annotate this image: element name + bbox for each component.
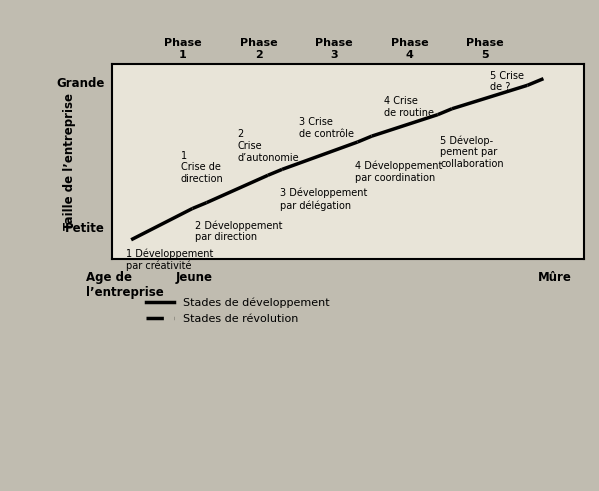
Text: 4 Développement
par coordination: 4 Développement par coordination — [355, 161, 443, 183]
Text: 2 Développement
par direction: 2 Développement par direction — [195, 220, 282, 243]
Text: Phase
3: Phase 3 — [315, 38, 353, 60]
Legend: Stades de développement, Stades de révolution: Stades de développement, Stades de révol… — [141, 293, 334, 328]
Text: 4 Crise
de routine: 4 Crise de routine — [383, 96, 434, 117]
Text: 5 Crise
de ?: 5 Crise de ? — [489, 71, 524, 92]
Text: Mûre: Mûre — [539, 271, 572, 284]
Text: 2
Crise
d’autonomie: 2 Crise d’autonomie — [237, 129, 299, 163]
Text: Phase
5: Phase 5 — [466, 38, 504, 60]
Text: 1
Crise de
direction: 1 Crise de direction — [181, 151, 223, 184]
Text: Petite: Petite — [65, 221, 105, 235]
Text: Phase
4: Phase 4 — [391, 38, 428, 60]
Text: Age de
l’entreprise: Age de l’entreprise — [86, 271, 164, 299]
Text: Taille de l’entreprise: Taille de l’entreprise — [63, 93, 76, 230]
Text: Jeune: Jeune — [176, 271, 213, 284]
Text: Phase
2: Phase 2 — [240, 38, 277, 60]
Text: 5 Dévelop-
pement par
collaboration: 5 Dévelop- pement par collaboration — [440, 135, 504, 169]
Text: Phase
1: Phase 1 — [164, 38, 202, 60]
Text: 3 Crise
de contrôle: 3 Crise de contrôle — [299, 117, 353, 139]
Text: 3 Développement
par délégation: 3 Développement par délégation — [280, 188, 367, 211]
Text: Grande: Grande — [57, 77, 105, 90]
Text: 1 Développement
par créativité: 1 Développement par créativité — [126, 248, 214, 271]
